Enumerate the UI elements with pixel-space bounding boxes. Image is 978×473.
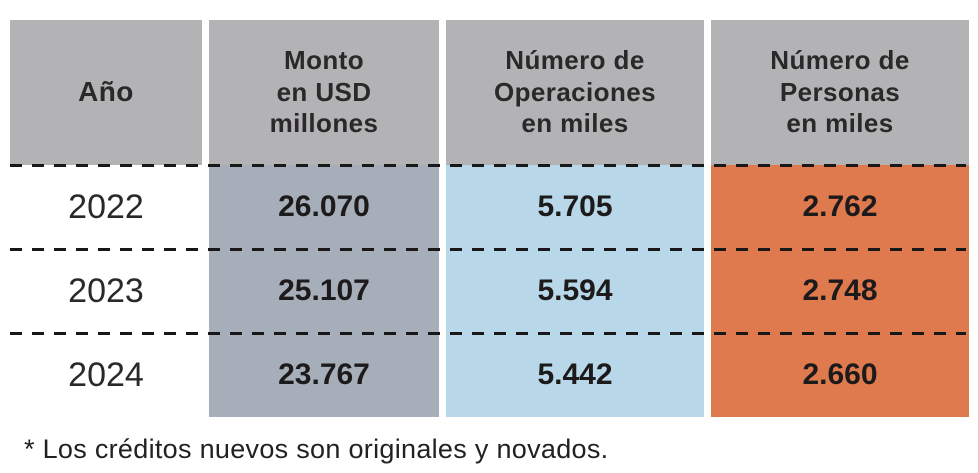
header-monto: Monto en USD millones [209,20,439,165]
row-2022-year: 2022 [10,165,202,249]
row-2024-monto: 23.767 [209,333,439,417]
row-2023-monto: 25.107 [209,249,439,333]
row-2022-monto: 26.070 [209,165,439,249]
header-year: Año [10,20,202,165]
row-2024-personas: 2.660 [711,333,969,417]
header-operaciones: Número de Operaciones en miles [446,20,704,165]
row-2023-personas: 2.748 [711,249,969,333]
row-2024-operaciones: 5.442 [446,333,704,417]
table-footnote: * Los créditos nuevos son originales y n… [24,434,609,464]
row-2022-operaciones: 5.705 [446,165,704,249]
credit-table: Año Monto en USD millones Número de Oper… [10,20,969,417]
row-2023-operaciones: 5.594 [446,249,704,333]
row-2022-personas: 2.762 [711,165,969,249]
row-2024-year: 2024 [10,333,202,417]
row-2023-year: 2023 [10,249,202,333]
header-personas: Número de Personas en miles [711,20,969,165]
credit-table-grid: Año Monto en USD millones Número de Oper… [10,20,969,417]
